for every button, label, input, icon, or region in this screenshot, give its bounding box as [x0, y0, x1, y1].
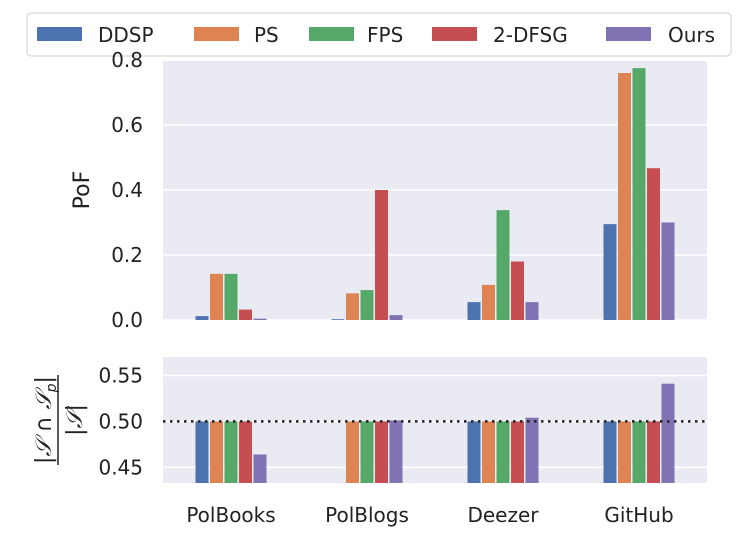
legend-entry-ours: Ours: [606, 23, 715, 47]
bottom-bar-ours-polblogs: [389, 420, 403, 483]
top-panel: 0.0 0.2 0.4 0.6 0.8 PoF: [70, 48, 707, 332]
legend-label-2-dfsg: 2-DFSG: [493, 23, 568, 47]
bottom-bar-ps-github: [618, 421, 631, 483]
bottom-y-tick-label: 0.55: [98, 363, 143, 387]
bottom-y-axis-label: |𝒮 ∩ 𝒮p| |𝒮|: [32, 375, 88, 465]
top-bar-2-dfsg-deezer: [511, 261, 524, 320]
legend-swatch-ps: [194, 27, 239, 41]
top-bar-ours-polbooks: [253, 318, 267, 320]
bottom-bar-2-dfsg-github: [647, 421, 660, 483]
bottom-bar-fps-polbooks: [224, 421, 238, 483]
legend-entry-2-dfsg: 2-DFSG: [432, 23, 568, 47]
legend-label-fps: FPS: [367, 23, 403, 47]
legend-entry-ps: PS: [194, 23, 279, 47]
x-tick-labels: PolBooks PolBlogs Deezer GitHub: [186, 503, 673, 527]
legend-entry-ddsp: DDSP: [37, 23, 154, 47]
top-bar-fps-polblogs: [360, 290, 374, 320]
top-y-tick-labels: 0.0 0.2 0.4 0.6 0.8: [111, 48, 143, 332]
top-bar-ours-deezer: [525, 302, 539, 321]
top-bar-ddsp-polbooks: [195, 316, 209, 320]
top-bar-ps-deezer: [482, 284, 495, 320]
x-tick-label-polblogs: PolBlogs: [325, 503, 409, 527]
bottom-bar-ps-polbooks: [210, 421, 223, 483]
legend-swatch-ours: [606, 27, 651, 41]
bottom-bar-ps-deezer: [482, 421, 495, 483]
legend-frame: [26, 12, 732, 57]
top-bar-fps-deezer: [496, 210, 510, 320]
bottom-bar-fps-polblogs: [360, 421, 374, 483]
legend: DDSP PS FPS 2-DFSG Ours: [26, 12, 732, 57]
top-y-axis-label: PoF: [70, 171, 95, 210]
bottom-bars: [195, 383, 675, 483]
top-bar-ours-github: [661, 222, 675, 320]
top-y-tick-label: 0.2: [111, 243, 143, 267]
legend-entry-fps: FPS: [309, 23, 403, 47]
top-y-tick-label: 0.0: [111, 308, 143, 332]
bottom-panel: 0.45 0.50 0.55 |𝒮 ∩ 𝒮p| |𝒮|: [32, 357, 707, 483]
top-bar-ddsp-github: [603, 224, 617, 321]
top-bar-fps-github: [632, 68, 646, 321]
bottom-bar-2-dfsg-polblogs: [375, 421, 388, 483]
bottom-bar-2-dfsg-polbooks: [239, 421, 252, 483]
bottom-bar-fps-github: [632, 421, 646, 483]
x-tick-label-polbooks: PolBooks: [186, 503, 275, 527]
top-bar-ddsp-deezer: [467, 302, 481, 321]
bottom-bar-fps-deezer: [496, 421, 510, 483]
top-bar-2-dfsg-polbooks: [239, 309, 252, 320]
x-tick-label-deezer: Deezer: [467, 503, 539, 527]
top-bar-ps-github: [618, 73, 631, 320]
top-bar-2-dfsg-github: [647, 168, 660, 320]
legend-label-ours: Ours: [668, 23, 715, 47]
top-bar-fps-polbooks: [224, 273, 238, 320]
bottom-y-tick-label: 0.45: [98, 455, 143, 479]
bottom-y-tick-labels: 0.45 0.50 0.55: [98, 363, 143, 479]
legend-swatch-fps: [309, 27, 354, 41]
legend-label-ps: PS: [254, 23, 279, 47]
bottom-bar-ours-polbooks: [253, 454, 267, 483]
bottom-bar-ddsp-polbooks: [195, 421, 209, 483]
top-y-tick-label: 0.6: [111, 113, 143, 137]
bottom-bar-2-dfsg-deezer: [511, 421, 524, 483]
top-bar-ps-polbooks: [210, 273, 223, 320]
top-y-tick-label: 0.4: [111, 178, 143, 202]
bottom-y-axis-denominator: |𝒮|: [63, 404, 88, 436]
top-bar-2-dfsg-polblogs: [375, 190, 388, 320]
bottom-bar-ddsp-deezer: [467, 421, 481, 483]
top-bar-ddsp-polblogs: [331, 319, 345, 320]
bottom-bar-ps-polblogs: [346, 421, 359, 483]
top-bar-ps-polblogs: [346, 293, 359, 320]
top-bar-ours-polblogs: [389, 315, 403, 321]
top-bars: [195, 68, 675, 321]
legend-label-ddsp: DDSP: [98, 23, 154, 47]
bottom-bar-ours-deezer: [525, 417, 539, 483]
legend-swatch-ddsp: [37, 27, 82, 41]
top-y-tick-label: 0.8: [111, 48, 143, 72]
bottom-y-axis-numerator: |𝒮 ∩ 𝒮p|: [32, 376, 60, 464]
bottom-bar-ours-github: [661, 383, 675, 483]
x-tick-label-github: GitHub: [604, 503, 673, 527]
legend-swatch-2-dfsg: [432, 27, 477, 41]
bottom-bar-ddsp-github: [603, 421, 617, 483]
bottom-y-tick-label: 0.50: [98, 409, 143, 433]
